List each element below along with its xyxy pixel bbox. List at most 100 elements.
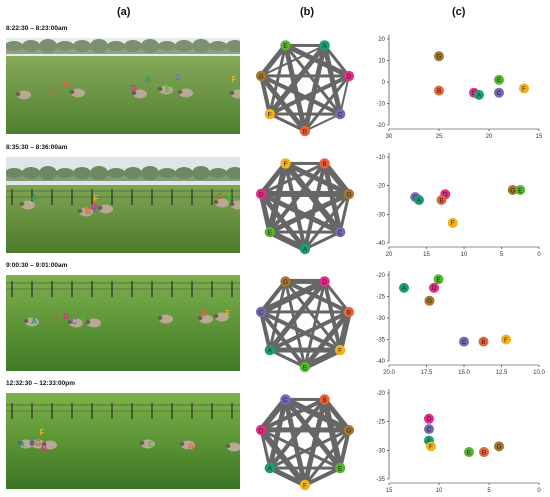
network-edge-C-G	[259, 73, 343, 117]
panel-b-label: (b)	[300, 6, 315, 18]
scatter-point-G	[494, 441, 504, 452]
network-node-label-C: C	[259, 309, 264, 316]
network-edge-A-F	[267, 42, 328, 117]
network-node-E	[280, 40, 291, 51]
sheep	[215, 312, 229, 322]
scatter-y-tick-label: -35	[376, 477, 385, 483]
row-1-photo: A B C D E F G	[6, 38, 240, 134]
network-node-F	[299, 479, 311, 491]
scatter-point-C	[424, 424, 434, 435]
scatter-point-label-E: E	[497, 77, 502, 84]
row-1-scatter: 20 10 0 -10 -20 30 25 20 15 G B D A C E F	[365, 25, 547, 143]
network-edge-A-D	[323, 43, 351, 78]
photo-tree	[226, 167, 240, 179]
scatter-x-tick-label: 15	[536, 134, 543, 140]
sheep-head	[157, 316, 163, 320]
network-edge-D-F	[258, 160, 289, 197]
scatter-x-tick-label: 5	[487, 488, 491, 494]
sheep	[43, 440, 57, 450]
network-edge-D-F	[322, 279, 343, 353]
scatter-y-tick-label: -30	[376, 448, 385, 454]
row-1-time: 8:22:30 – 8:23:00am	[6, 25, 68, 32]
network-edge-G-C	[282, 396, 352, 434]
photo-tree	[107, 41, 125, 51]
sheep	[141, 439, 155, 449]
sheep	[179, 88, 193, 98]
scatter-x-tick-label: 10.0	[533, 370, 545, 376]
network-edge-F-C	[259, 309, 343, 353]
network-edge-A-B	[302, 42, 328, 134]
sheep-head	[23, 319, 29, 323]
network-edge-A-G	[260, 44, 326, 77]
network-node-G	[343, 424, 355, 436]
photo-tree	[90, 39, 108, 53]
photo-tree	[56, 168, 74, 178]
network-edge-E-D	[259, 428, 342, 470]
photo-label-A: A	[31, 317, 37, 326]
sheep	[17, 90, 31, 100]
network-edge-B-F	[337, 309, 352, 354]
network-node-G	[343, 188, 355, 200]
network-edge-C-G	[259, 279, 288, 314]
photo-label-D: D	[41, 444, 47, 453]
network-node-label-B: B	[322, 161, 326, 168]
network-node-G	[255, 70, 267, 82]
sheep-head	[197, 316, 203, 320]
network-edge-C-A	[303, 230, 342, 251]
network-edge-E-G	[284, 279, 307, 369]
photo-tree	[209, 168, 227, 178]
network-node-D	[255, 188, 267, 200]
network-edge-F-E	[268, 43, 288, 116]
photo-label-C: C	[93, 205, 99, 214]
network-edge-A-G	[268, 279, 288, 352]
network-node-label-G: G	[259, 73, 264, 80]
scatter-point-G	[424, 295, 435, 306]
photo-label-D: D	[131, 84, 137, 93]
network-edge-B-G	[283, 279, 351, 315]
network-node-A	[299, 243, 311, 255]
scatter-point-label-D: D	[472, 90, 477, 97]
sheep-head	[229, 91, 235, 95]
sheep	[159, 314, 173, 324]
network-edge-F-C	[283, 396, 308, 488]
photo-grass	[6, 185, 240, 253]
network-edge-D-B	[303, 74, 351, 133]
network-node-label-C: C	[338, 111, 343, 118]
network-edge-D-C	[339, 75, 350, 116]
scatter-x-tick-label: 0	[537, 488, 541, 494]
scatter-point-label-F: F	[522, 86, 526, 93]
photo-grass	[6, 56, 240, 134]
scatter-point-F	[501, 334, 511, 345]
photo-label-G: G	[35, 439, 41, 448]
photo-label-E: E	[148, 440, 154, 449]
sheep	[87, 318, 101, 328]
sheep	[71, 88, 85, 98]
network-node-label-F: F	[303, 482, 307, 489]
photo-label-B: B	[63, 81, 69, 90]
network-edge-G-E	[258, 42, 289, 79]
network-edge-E-F	[302, 466, 343, 487]
network-node-label-D: D	[259, 191, 264, 198]
photo-grass	[6, 275, 240, 371]
network-edge-D-B	[323, 279, 351, 314]
sheep	[25, 317, 39, 327]
network-edge-G-A	[303, 192, 351, 251]
photo-tree	[175, 167, 193, 179]
scatter-x-tick-label: 15	[423, 252, 430, 258]
network-node-label-D: D	[322, 279, 327, 286]
network-node-C	[334, 108, 346, 120]
scatter-point-C	[459, 336, 469, 347]
photo-tree	[73, 167, 91, 179]
sheep-head	[15, 92, 21, 96]
scatter-point-G	[507, 184, 518, 195]
scatter-point-F	[447, 217, 458, 228]
sheep	[99, 204, 113, 214]
sheep-head	[29, 441, 35, 445]
network-node-E	[299, 361, 311, 373]
network-node-label-E: E	[283, 43, 288, 50]
scatter-point-label-C: C	[497, 90, 502, 97]
network-edge-E-F	[266, 160, 289, 236]
network-node-label-C: C	[283, 397, 288, 404]
scatter-point-A	[399, 282, 409, 293]
